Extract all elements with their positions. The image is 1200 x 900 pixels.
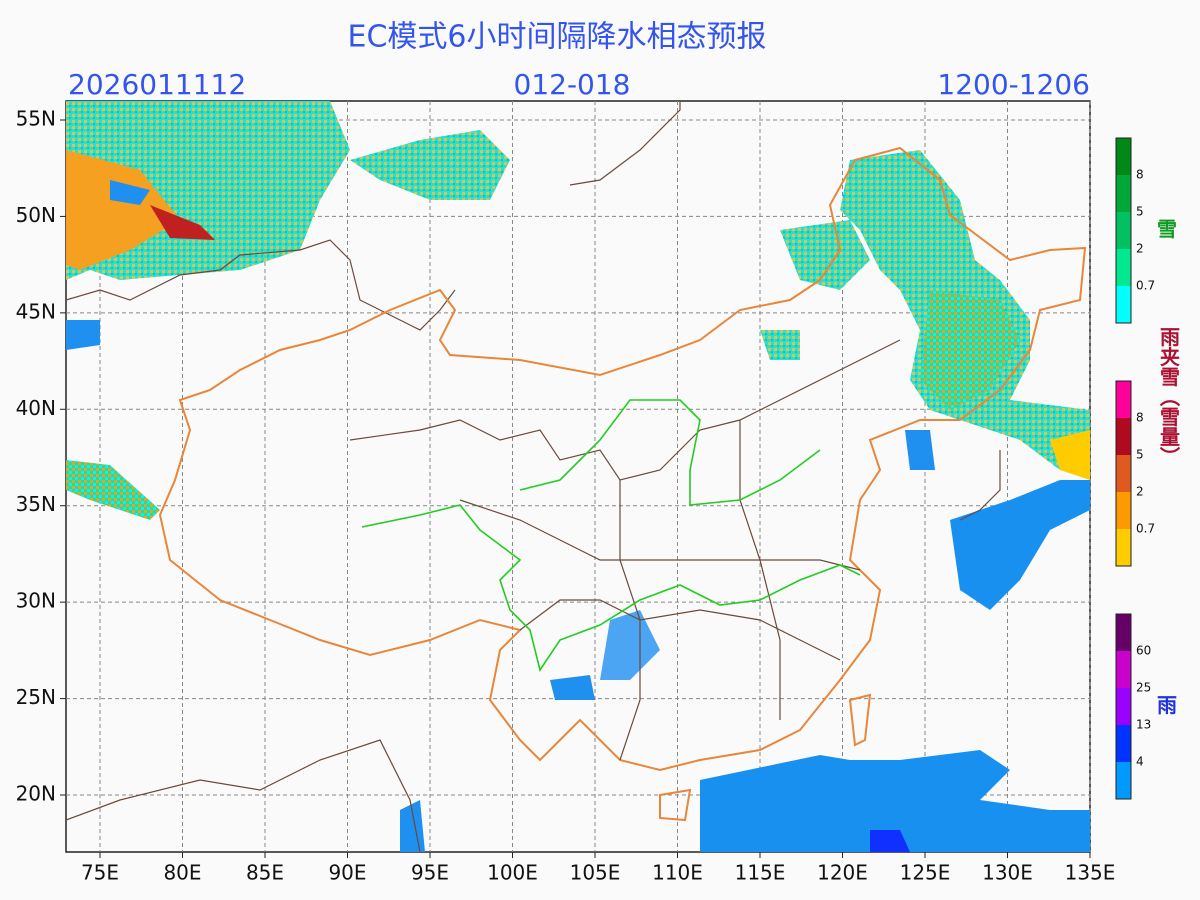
- legend-swatch: [1116, 212, 1131, 249]
- legend-swatch: [1116, 529, 1131, 566]
- legend-frame: [1115, 380, 1132, 567]
- lon-label: 100E: [487, 861, 538, 885]
- legend-swatch: [1116, 762, 1131, 799]
- lat-label: 25N: [16, 685, 56, 709]
- lon-label: 85E: [246, 861, 284, 885]
- precip-layer: [66, 101, 1090, 852]
- forecast-hours: 012-018: [514, 68, 631, 101]
- legend-swatch: [1116, 286, 1131, 323]
- legend-swatch: [1116, 614, 1131, 651]
- legend-swatch: [1116, 688, 1131, 725]
- legend-swatch: [1116, 175, 1131, 212]
- axis-labels: 55N 50N 45N 40N 35N 30N 25N 20N 75E 80E 85E 90E 95E 1…: [16, 107, 1116, 885]
- lat-label: 50N: [16, 203, 56, 227]
- legend-swatch: [1116, 651, 1131, 688]
- legend-tick-label: 5: [1136, 205, 1144, 219]
- legend-swatch: [1116, 249, 1131, 286]
- legend-frame: [1115, 613, 1132, 800]
- legend-tick-label: 2: [1136, 485, 1144, 499]
- legend-tick-label: 5: [1136, 448, 1144, 462]
- lat-label: 55N: [16, 107, 56, 131]
- legend-tick-label: 8: [1136, 411, 1144, 425]
- lon-label: 110E: [652, 861, 703, 885]
- lon-label: 120E: [817, 861, 868, 885]
- map-boundaries: [66, 101, 1087, 852]
- lat-label: 20N: [16, 782, 56, 806]
- legend-tick-label: 0.7: [1136, 522, 1155, 536]
- legend-title: 雨: [1157, 693, 1177, 717]
- lat-label: 40N: [16, 396, 56, 420]
- lon-label: 75E: [81, 861, 119, 885]
- lon-label: 95E: [411, 861, 449, 885]
- legend-swatch: [1116, 725, 1131, 762]
- legend-title: 雨夹雪（雪量）: [1157, 327, 1181, 467]
- init-time: 2026011112: [68, 68, 246, 101]
- legend-title: 雪: [1157, 217, 1177, 241]
- lon-label: 130E: [982, 861, 1033, 885]
- map-title: EC模式6小时间隔降水相态预报: [348, 20, 767, 55]
- lon-label: 80E: [163, 861, 201, 885]
- legend-swatch: [1116, 381, 1131, 418]
- lat-label: 45N: [16, 299, 56, 323]
- legend-tick-label: 0.7: [1136, 279, 1155, 293]
- lat-label: 35N: [16, 492, 56, 516]
- valid-time: 1200-1206: [937, 68, 1090, 101]
- legend-tick-label: 8: [1136, 168, 1144, 182]
- legend-swatch: [1116, 138, 1131, 175]
- legend-tick-label: 60: [1136, 644, 1151, 658]
- legend-swatch: [1116, 455, 1131, 492]
- legend-tick-label: 25: [1136, 681, 1151, 695]
- legend-swatch: [1116, 492, 1131, 529]
- legend-tick-label: 2: [1136, 242, 1144, 256]
- lon-label: 105E: [570, 861, 621, 885]
- legend-tick-label: 4: [1136, 755, 1144, 769]
- lon-label: 90E: [328, 861, 366, 885]
- legend-frame: [1115, 137, 1132, 324]
- lon-label: 135E: [1065, 861, 1116, 885]
- legend-tick-label: 13: [1136, 718, 1151, 732]
- lon-label: 125E: [900, 861, 951, 885]
- lat-label: 30N: [16, 589, 56, 613]
- legend-swatch: [1116, 418, 1131, 455]
- lon-label: 115E: [735, 861, 786, 885]
